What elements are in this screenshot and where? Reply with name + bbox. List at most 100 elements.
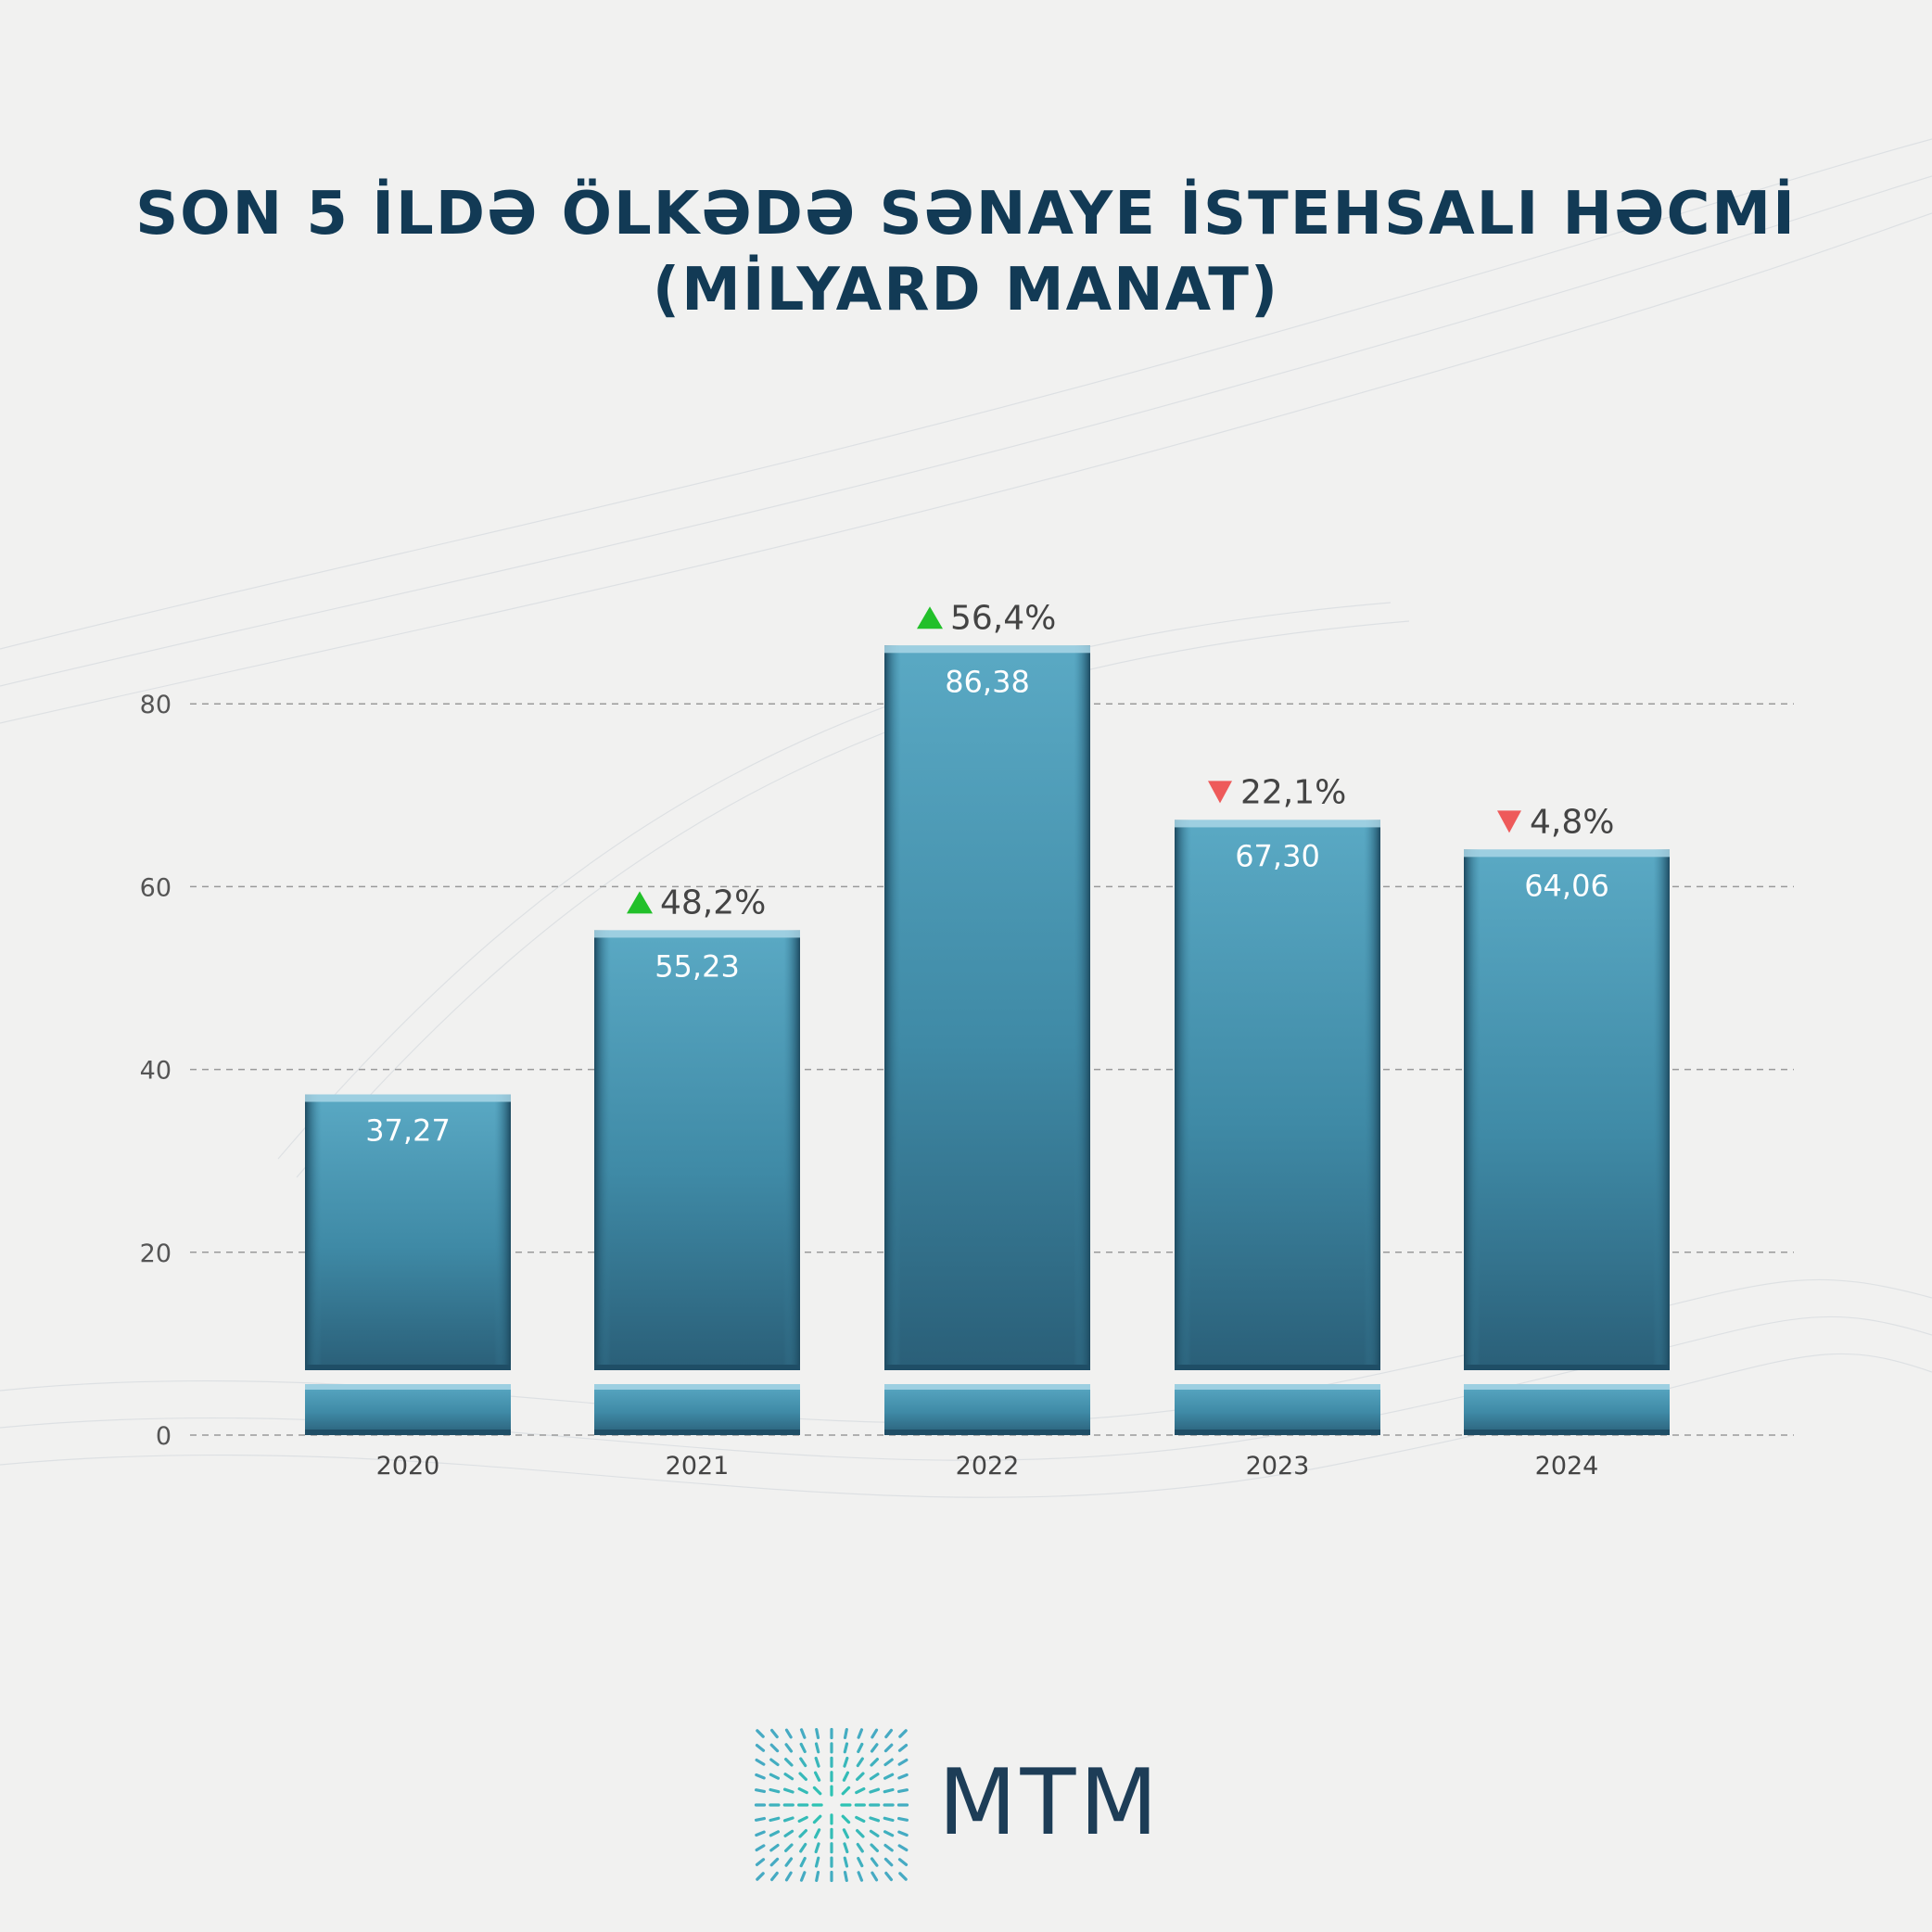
logo-ray xyxy=(897,1758,909,1766)
change-label-2024: 4,8% xyxy=(1530,803,1614,841)
bar-bottom-edge-2024 xyxy=(1464,1365,1670,1370)
logo-ray xyxy=(870,1843,879,1852)
bar-base-highlight-2021 xyxy=(594,1384,800,1390)
bar-top-highlight-2022 xyxy=(884,645,1090,654)
logo-ray xyxy=(869,1773,880,1781)
logo-ray xyxy=(756,1729,765,1738)
logo-ray xyxy=(896,1816,909,1822)
logo-ray xyxy=(754,1788,767,1794)
logo-ray xyxy=(883,1773,895,1780)
chart-title-line-1: SON 5 İLDƏ ÖLKƏDƏ SƏNAYE İSTEHSALI HƏCMİ xyxy=(135,180,1797,248)
logo-ray xyxy=(870,1743,879,1753)
logo-ray xyxy=(797,1786,808,1795)
logo-ray xyxy=(857,1871,864,1882)
logo-ray xyxy=(814,1742,820,1754)
mtm-logo-mark xyxy=(754,1727,909,1883)
logo-ray xyxy=(755,1830,766,1837)
logo-ray xyxy=(898,1872,908,1881)
logo-ray xyxy=(884,1871,894,1882)
logo-ray xyxy=(815,1870,820,1883)
logo-ray xyxy=(797,1815,808,1824)
logo-ray xyxy=(856,1829,865,1838)
logo-ray xyxy=(799,1742,807,1754)
bar-value-label-2021: 55,23 xyxy=(655,948,740,984)
logo-ray xyxy=(798,1829,807,1838)
logo-ray xyxy=(783,1773,794,1781)
logo-ray xyxy=(784,1857,794,1867)
change-label-2023: 22,1% xyxy=(1240,773,1346,811)
bar-shade-2024 xyxy=(1464,849,1670,1370)
chart-title: SON 5 İLDƏ ÖLKƏDƏ SƏNAYE İSTEHSALI HƏCMİ… xyxy=(0,176,1932,328)
bar-bottom-edge-2021 xyxy=(594,1365,800,1370)
logo-ray xyxy=(799,1757,807,1768)
logo-ray xyxy=(856,1757,864,1768)
logo-ray xyxy=(769,1773,781,1780)
logo-ray xyxy=(813,1828,821,1839)
bar-shade-2021 xyxy=(594,930,800,1370)
x-tick-label-2023: 2023 xyxy=(1246,1452,1310,1481)
bar-base-2020 xyxy=(305,1384,511,1435)
logo-ray xyxy=(799,1856,807,1868)
logo-ray xyxy=(784,1843,794,1852)
logo-ray xyxy=(897,1743,909,1752)
logo-ray xyxy=(883,1787,895,1794)
logo-ray xyxy=(857,1728,864,1739)
bar-base-edge-2024 xyxy=(1464,1430,1670,1435)
logo-ray xyxy=(842,1828,850,1839)
logo-ray xyxy=(769,1728,779,1739)
bar-base-2023 xyxy=(1175,1384,1380,1435)
logo-ray xyxy=(815,1727,820,1740)
y-tick-label-60: 60 xyxy=(140,873,172,902)
logo-ray xyxy=(857,1742,864,1754)
logo-ray xyxy=(755,1758,766,1766)
logo-ray xyxy=(897,1773,909,1780)
down-arrow-icon xyxy=(1497,810,1521,833)
bar-bottom-edge-2023 xyxy=(1175,1365,1380,1370)
bar-base-highlight-2020 xyxy=(305,1384,511,1390)
bar-base-highlight-2023 xyxy=(1175,1384,1380,1390)
logo-ray xyxy=(869,1787,881,1794)
bar-top-highlight-2024 xyxy=(1464,849,1670,858)
logo-ray xyxy=(814,1856,820,1868)
brand-name: MTM xyxy=(938,1750,1162,1856)
x-tick-label-2021: 2021 xyxy=(666,1452,730,1481)
logo-ray xyxy=(755,1858,766,1867)
bar-shade-2023 xyxy=(1175,820,1380,1370)
bar-base-edge-2023 xyxy=(1175,1430,1380,1435)
change-label-2021: 48,2% xyxy=(660,883,766,922)
change-label-2022: 56,4% xyxy=(950,599,1056,637)
logo-ray xyxy=(784,1871,793,1882)
y-tick-label-40: 40 xyxy=(140,1057,172,1086)
bar-value-label-2024: 64,06 xyxy=(1524,868,1609,903)
logo-ray xyxy=(841,1786,851,1796)
logo-ray xyxy=(869,1816,881,1823)
bar-value-label-2020: 37,27 xyxy=(365,1113,451,1149)
bar-value-label-2022: 86,38 xyxy=(945,664,1030,699)
logo-ray xyxy=(855,1815,866,1824)
x-tick-label-2022: 2022 xyxy=(956,1452,1020,1481)
bar-base-edge-2021 xyxy=(594,1430,800,1435)
logo-ray xyxy=(769,1857,780,1867)
logo-ray xyxy=(883,1843,894,1852)
logo-ray xyxy=(883,1816,895,1823)
logo-ray xyxy=(813,1771,821,1782)
logo-ray xyxy=(843,1870,848,1883)
y-tick-label-0: 0 xyxy=(156,1422,172,1451)
logo-ray xyxy=(870,1758,879,1767)
logo-ray xyxy=(784,1743,794,1753)
bar-base-2022 xyxy=(884,1384,1090,1435)
logo-ray xyxy=(814,1756,820,1768)
logo-ray xyxy=(871,1871,879,1882)
logo-ray xyxy=(769,1871,779,1882)
bar-shade-2020 xyxy=(305,1094,511,1370)
bar-top-highlight-2020 xyxy=(305,1094,511,1102)
logo-ray xyxy=(755,1844,766,1852)
up-arrow-icon xyxy=(917,606,943,629)
logo-ray xyxy=(897,1858,909,1867)
logo-ray xyxy=(855,1786,866,1795)
bar-base-edge-2020 xyxy=(305,1430,511,1435)
x-tick-label-2024: 2024 xyxy=(1535,1452,1599,1481)
logo-ray xyxy=(883,1743,894,1753)
logo-ray xyxy=(798,1772,807,1781)
